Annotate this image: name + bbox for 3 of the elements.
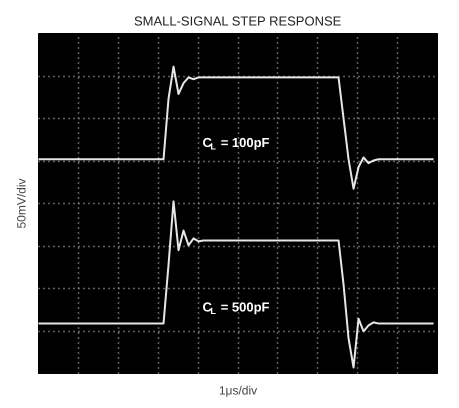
y-axis-title: 50mV/div — [14, 178, 28, 229]
chart-title: SMALL-SIGNAL STEP RESPONSE — [134, 14, 342, 28]
x-axis-title: 1μs/div — [218, 384, 258, 398]
